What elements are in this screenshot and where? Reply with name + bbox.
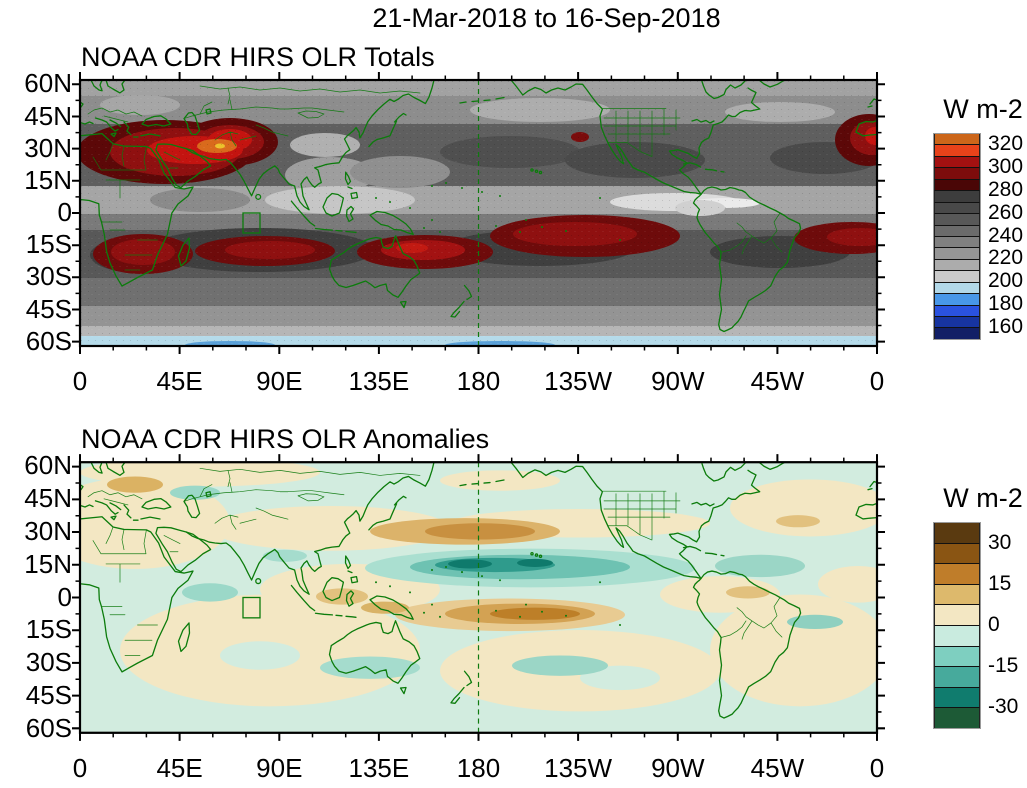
colorbar-cell: [934, 645, 980, 667]
y-tick-label: 60S: [25, 325, 72, 356]
y-tick-label: 45N: [24, 483, 72, 514]
colorbar-tick-label: -30: [988, 694, 1019, 718]
colorbar-tick-label: 15: [988, 571, 1012, 595]
x-tick-label: 135W: [544, 366, 613, 396]
anomalies-colorbar-units: W m-2: [943, 483, 1023, 513]
y-tick-label: 45N: [24, 100, 72, 131]
x-tick-label: 90W: [651, 366, 705, 396]
y-tick-label: 45S: [25, 679, 72, 710]
x-tick-label: 90W: [651, 753, 705, 783]
anomalies-contour-fills: [80, 462, 877, 733]
colorbar-tick-label: 180: [988, 291, 1024, 315]
colorbar-tick-label: 320: [988, 132, 1024, 156]
x-tick-label: 135W: [544, 753, 613, 783]
x-tick-label: 0: [869, 753, 885, 783]
x-tick-label: 45E: [156, 753, 203, 783]
colorbar-cell: [934, 542, 980, 564]
anomalies-panel-title: NOAA CDR HIRS OLR Anomalies: [81, 424, 490, 454]
x-tick-label: 0: [869, 366, 885, 396]
x-tick-label: 90E: [256, 753, 303, 783]
y-tick-label: 0: [57, 196, 72, 227]
x-tick-label: 135E: [348, 753, 410, 783]
y-tick-label: 30N: [24, 515, 72, 546]
colorbar-cell: [934, 563, 980, 584]
colorbar-tick-label: 200: [988, 269, 1024, 293]
colorbar-cell: [934, 304, 980, 316]
x-tick-label: 135E: [348, 366, 410, 396]
x-tick-label: 180: [456, 753, 501, 783]
x-tick-label: 45E: [156, 366, 203, 396]
y-tick-label: 15S: [25, 614, 72, 645]
y-tick-label: 60S: [25, 712, 72, 743]
colorbar-cell: [934, 316, 980, 328]
colorbar-tick-label: 220: [988, 246, 1024, 270]
colorbar-cell: [934, 583, 980, 605]
colorbar-cell: [934, 666, 980, 687]
x-tick-label: 45W: [750, 366, 805, 396]
colorbar-cell: [934, 155, 980, 168]
colorbar-cell: [934, 167, 980, 179]
colorbar-cell: [934, 144, 980, 156]
totals-panel-title: NOAA CDR HIRS OLR Totals: [81, 42, 435, 72]
study-box: [242, 212, 261, 234]
colorbar-cell: [934, 178, 980, 191]
colorbar-tick-label: 300: [988, 155, 1024, 179]
colorbar-cell: [934, 327, 980, 339]
colorbar-cell: [934, 707, 980, 728]
colorbar-cell: [934, 190, 980, 202]
colorbar-cell: [934, 224, 980, 236]
y-tick-label: 30N: [24, 132, 72, 163]
colorbar-cell: [934, 624, 980, 646]
y-tick-label: 60N: [24, 68, 72, 99]
colorbar-cell: [934, 686, 980, 708]
y-tick-label: 15N: [24, 548, 72, 579]
y-tick-label: 15N: [24, 164, 72, 195]
y-tick-label: 15S: [25, 229, 72, 260]
figure-main-title: 21-Mar-2018 to 16-Sep-2018: [372, 3, 721, 33]
y-tick-label: 45S: [25, 293, 72, 324]
colorbar-cell: [934, 281, 980, 294]
colorbar-cell: [934, 523, 980, 543]
anomalies-map: [72, 454, 885, 741]
totals-colorbar: [933, 133, 981, 340]
x-tick-label: 45W: [750, 753, 805, 783]
colorbar-tick-label: 280: [988, 178, 1024, 201]
colorbar-cell: [934, 235, 980, 248]
x-tick-label: 0: [72, 366, 88, 396]
anomalies-axes-ticks: [72, 454, 885, 741]
y-tick-label: 30S: [25, 646, 72, 677]
totals-map: [72, 72, 885, 354]
anomalies-colorbar: [933, 522, 981, 729]
colorbar-tick-label: -15: [988, 653, 1019, 677]
totals-axes-ticks: [72, 72, 885, 354]
y-tick-label: 60N: [24, 450, 72, 481]
colorbar-tick-label: 0: [988, 612, 1000, 636]
x-tick-label: 180: [456, 366, 501, 396]
y-tick-label: 30S: [25, 261, 72, 292]
colorbar-tick-label: 240: [988, 223, 1024, 247]
colorbar-tick-label: 160: [988, 314, 1024, 338]
colorbar-cell: [934, 201, 980, 214]
colorbar-tick-label: 260: [988, 200, 1024, 224]
totals-colorbar-units: W m-2: [943, 94, 1023, 124]
colorbar-tick-label: 30: [988, 530, 1012, 554]
colorbar-cell: [934, 604, 980, 625]
totals-contour-fills: [80, 80, 877, 346]
colorbar-cell: [934, 293, 980, 305]
colorbar-cell: [934, 213, 980, 225]
colorbar-cell: [934, 258, 980, 271]
study-box: [242, 596, 261, 619]
y-tick-label: 0: [57, 581, 72, 612]
colorbar-cell: [934, 270, 980, 282]
x-tick-label: 0: [72, 753, 88, 783]
colorbar-cell: [934, 134, 980, 145]
x-tick-label: 90E: [256, 366, 303, 396]
colorbar-cell: [934, 247, 980, 259]
